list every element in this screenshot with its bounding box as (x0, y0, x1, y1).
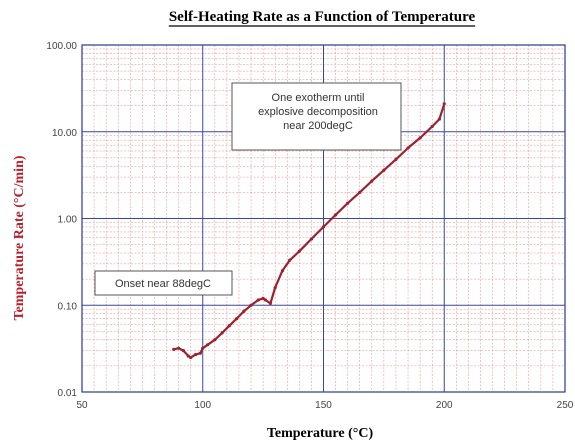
annotation-text: near 200degC (283, 120, 353, 132)
data-point (181, 349, 186, 353)
data-point (346, 201, 350, 205)
data-point (394, 157, 398, 162)
annotation-box (231, 82, 402, 151)
data-point (297, 249, 301, 253)
data-point (220, 331, 224, 335)
annotation-box (94, 270, 233, 296)
x-tick-label: 200 (436, 400, 453, 411)
x-tick-label: 50 (76, 400, 88, 411)
data-point (268, 301, 272, 306)
y-tick-label: 10.00 (52, 128, 77, 139)
x-tick-label: 150 (315, 400, 332, 411)
data-point (273, 285, 277, 290)
y-tick-label: 1.00 (58, 215, 78, 226)
x-tick-label: 100 (194, 400, 211, 411)
data-point (288, 258, 292, 262)
data-point (189, 355, 193, 360)
annotation-text: explosive decomposition (258, 106, 378, 118)
tick-labels: 50 100 150 200 250 0.01 0.10 1.00 10.00 100.00 (46, 41, 573, 411)
x-axis-label: Temperature (°C) (267, 426, 374, 441)
data-point (261, 296, 265, 300)
data-point (256, 298, 260, 302)
data-point (198, 351, 202, 355)
data-point (442, 102, 446, 106)
data-point (242, 309, 246, 313)
y-tick-label: 0.10 (58, 301, 78, 312)
data-point (418, 136, 422, 140)
data-point (321, 225, 326, 229)
data-point (213, 338, 217, 342)
data-point (249, 303, 253, 307)
x-tick-label: 250 (557, 400, 574, 411)
data-point (234, 317, 239, 321)
data-point (406, 146, 410, 150)
series (172, 102, 446, 360)
data-point (358, 190, 362, 194)
data-point (205, 343, 210, 347)
plot-frame (81, 44, 566, 393)
annotation-text: One exotherm until (272, 92, 365, 104)
data-point (382, 168, 386, 172)
y-tick-label: 100.00 (46, 41, 77, 52)
annotations: One exotherm until explosive decompositio… (94, 82, 402, 296)
data-point (263, 298, 268, 302)
y-tick-label: 0.01 (58, 388, 78, 399)
data-point (280, 269, 285, 273)
data-point (370, 179, 374, 183)
data-point (177, 346, 181, 350)
data-point (430, 124, 434, 129)
annotation-text: Onset near 88degC (115, 278, 211, 290)
data-point (227, 324, 231, 328)
y-axis-label: Temperature Rate (°C/min) (12, 155, 27, 320)
data-point (193, 352, 198, 357)
data-point (309, 237, 314, 241)
data-point (437, 117, 442, 121)
data-point (186, 354, 190, 358)
data-point (201, 346, 205, 350)
data-point (333, 213, 338, 217)
chart-title: Self-Heating Rate as a Function of Tempe… (169, 9, 476, 25)
data-point (172, 347, 176, 351)
